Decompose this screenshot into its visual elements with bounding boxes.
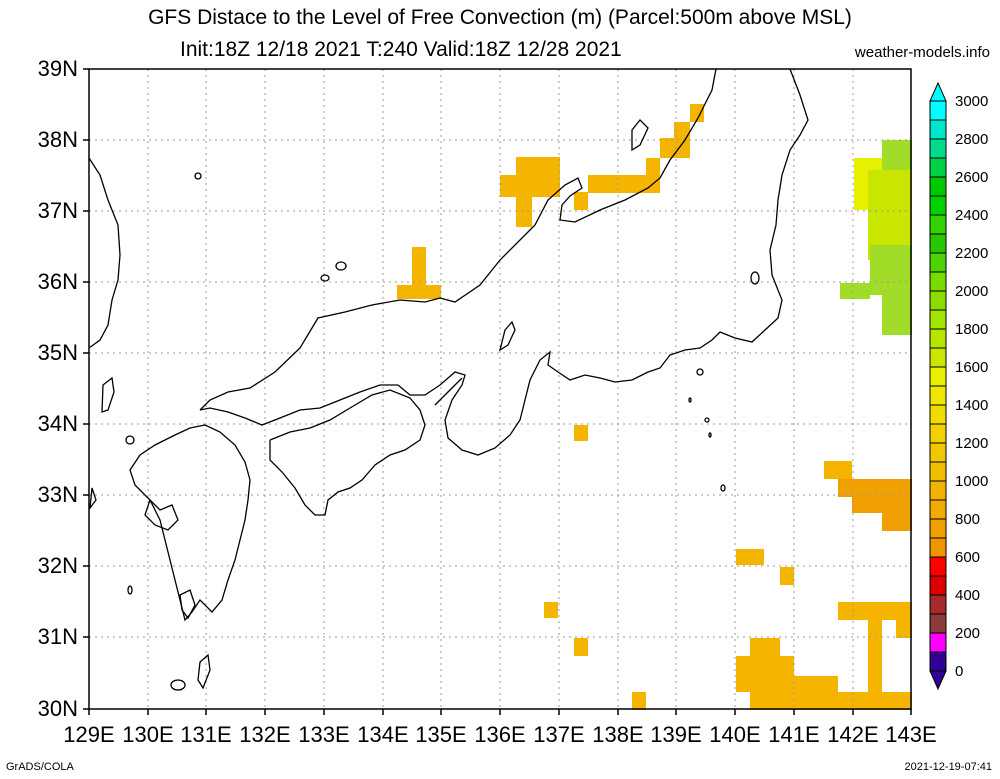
colorbar-label: 2400 (955, 207, 989, 224)
lat-label: 35N (37, 340, 78, 365)
lon-label: 130E (122, 722, 174, 747)
colorbar-label: 2600 (955, 169, 989, 186)
colorbar-label: 0 (955, 663, 964, 680)
lfc-shading (397, 104, 912, 710)
colorbar-label: 1000 (955, 473, 989, 490)
colorbar-label: 2200 (955, 245, 989, 262)
lat-label: 32N (37, 553, 78, 578)
colorbar-top-arrow (929, 81, 947, 102)
colorbar-label: 3000 (955, 93, 989, 110)
colorbar-label: 200 (955, 625, 981, 642)
site-credit: weather-models.info (854, 44, 990, 61)
lat-label: 38N (37, 127, 78, 152)
colorbar-label: 1600 (955, 359, 989, 376)
lon-label: 131E (180, 722, 232, 747)
lon-label: 134E (357, 722, 409, 747)
lon-label: 136E (474, 722, 526, 747)
colorbar (929, 81, 947, 691)
colorbar-label: 1200 (955, 435, 989, 452)
lon-label: 141E (768, 722, 820, 747)
colorbar-label: 1800 (955, 321, 989, 338)
footer-credit: GrADS/COLA (6, 761, 74, 773)
map-subtitle: Init:18Z 12/18 2021 T:240 Valid:18Z 12/2… (180, 38, 622, 61)
lon-label: 129E (63, 722, 115, 747)
lat-label: 39N (37, 56, 78, 81)
lat-label: 31N (37, 624, 78, 649)
colorbar-label: 1400 (955, 397, 989, 414)
colorbar-label: 600 (955, 549, 981, 566)
coastlines (88, 68, 809, 691)
footer-timestamp: 2021-12-19-07:41 (904, 761, 992, 773)
lon-label: 143E (885, 722, 937, 747)
lat-label: 37N (37, 198, 78, 223)
lon-label: 132E (239, 722, 291, 747)
lon-label: 138E (592, 722, 644, 747)
colorbar-label: 800 (955, 511, 981, 528)
lon-label: 135E (415, 722, 467, 747)
lat-label: 33N (37, 482, 78, 507)
lon-label: 139E (650, 722, 702, 747)
lat-label: 30N (37, 696, 78, 721)
lon-label: 133E (298, 722, 350, 747)
lon-label: 140E (709, 722, 761, 747)
axis-ticks (83, 68, 912, 715)
graticule (89, 69, 911, 709)
colorbar-bottom-arrow (929, 670, 947, 691)
map-title: GFS Distace to the Level of Free Convect… (148, 6, 852, 29)
lat-label: 36N (37, 269, 78, 294)
lon-label: 137E (533, 722, 585, 747)
colorbar-label: 2800 (955, 131, 989, 148)
lon-label: 142E (827, 722, 879, 747)
colorbar-label: 400 (955, 587, 981, 604)
colorbar-label: 2000 (955, 283, 989, 300)
lat-label: 34N (37, 411, 78, 436)
